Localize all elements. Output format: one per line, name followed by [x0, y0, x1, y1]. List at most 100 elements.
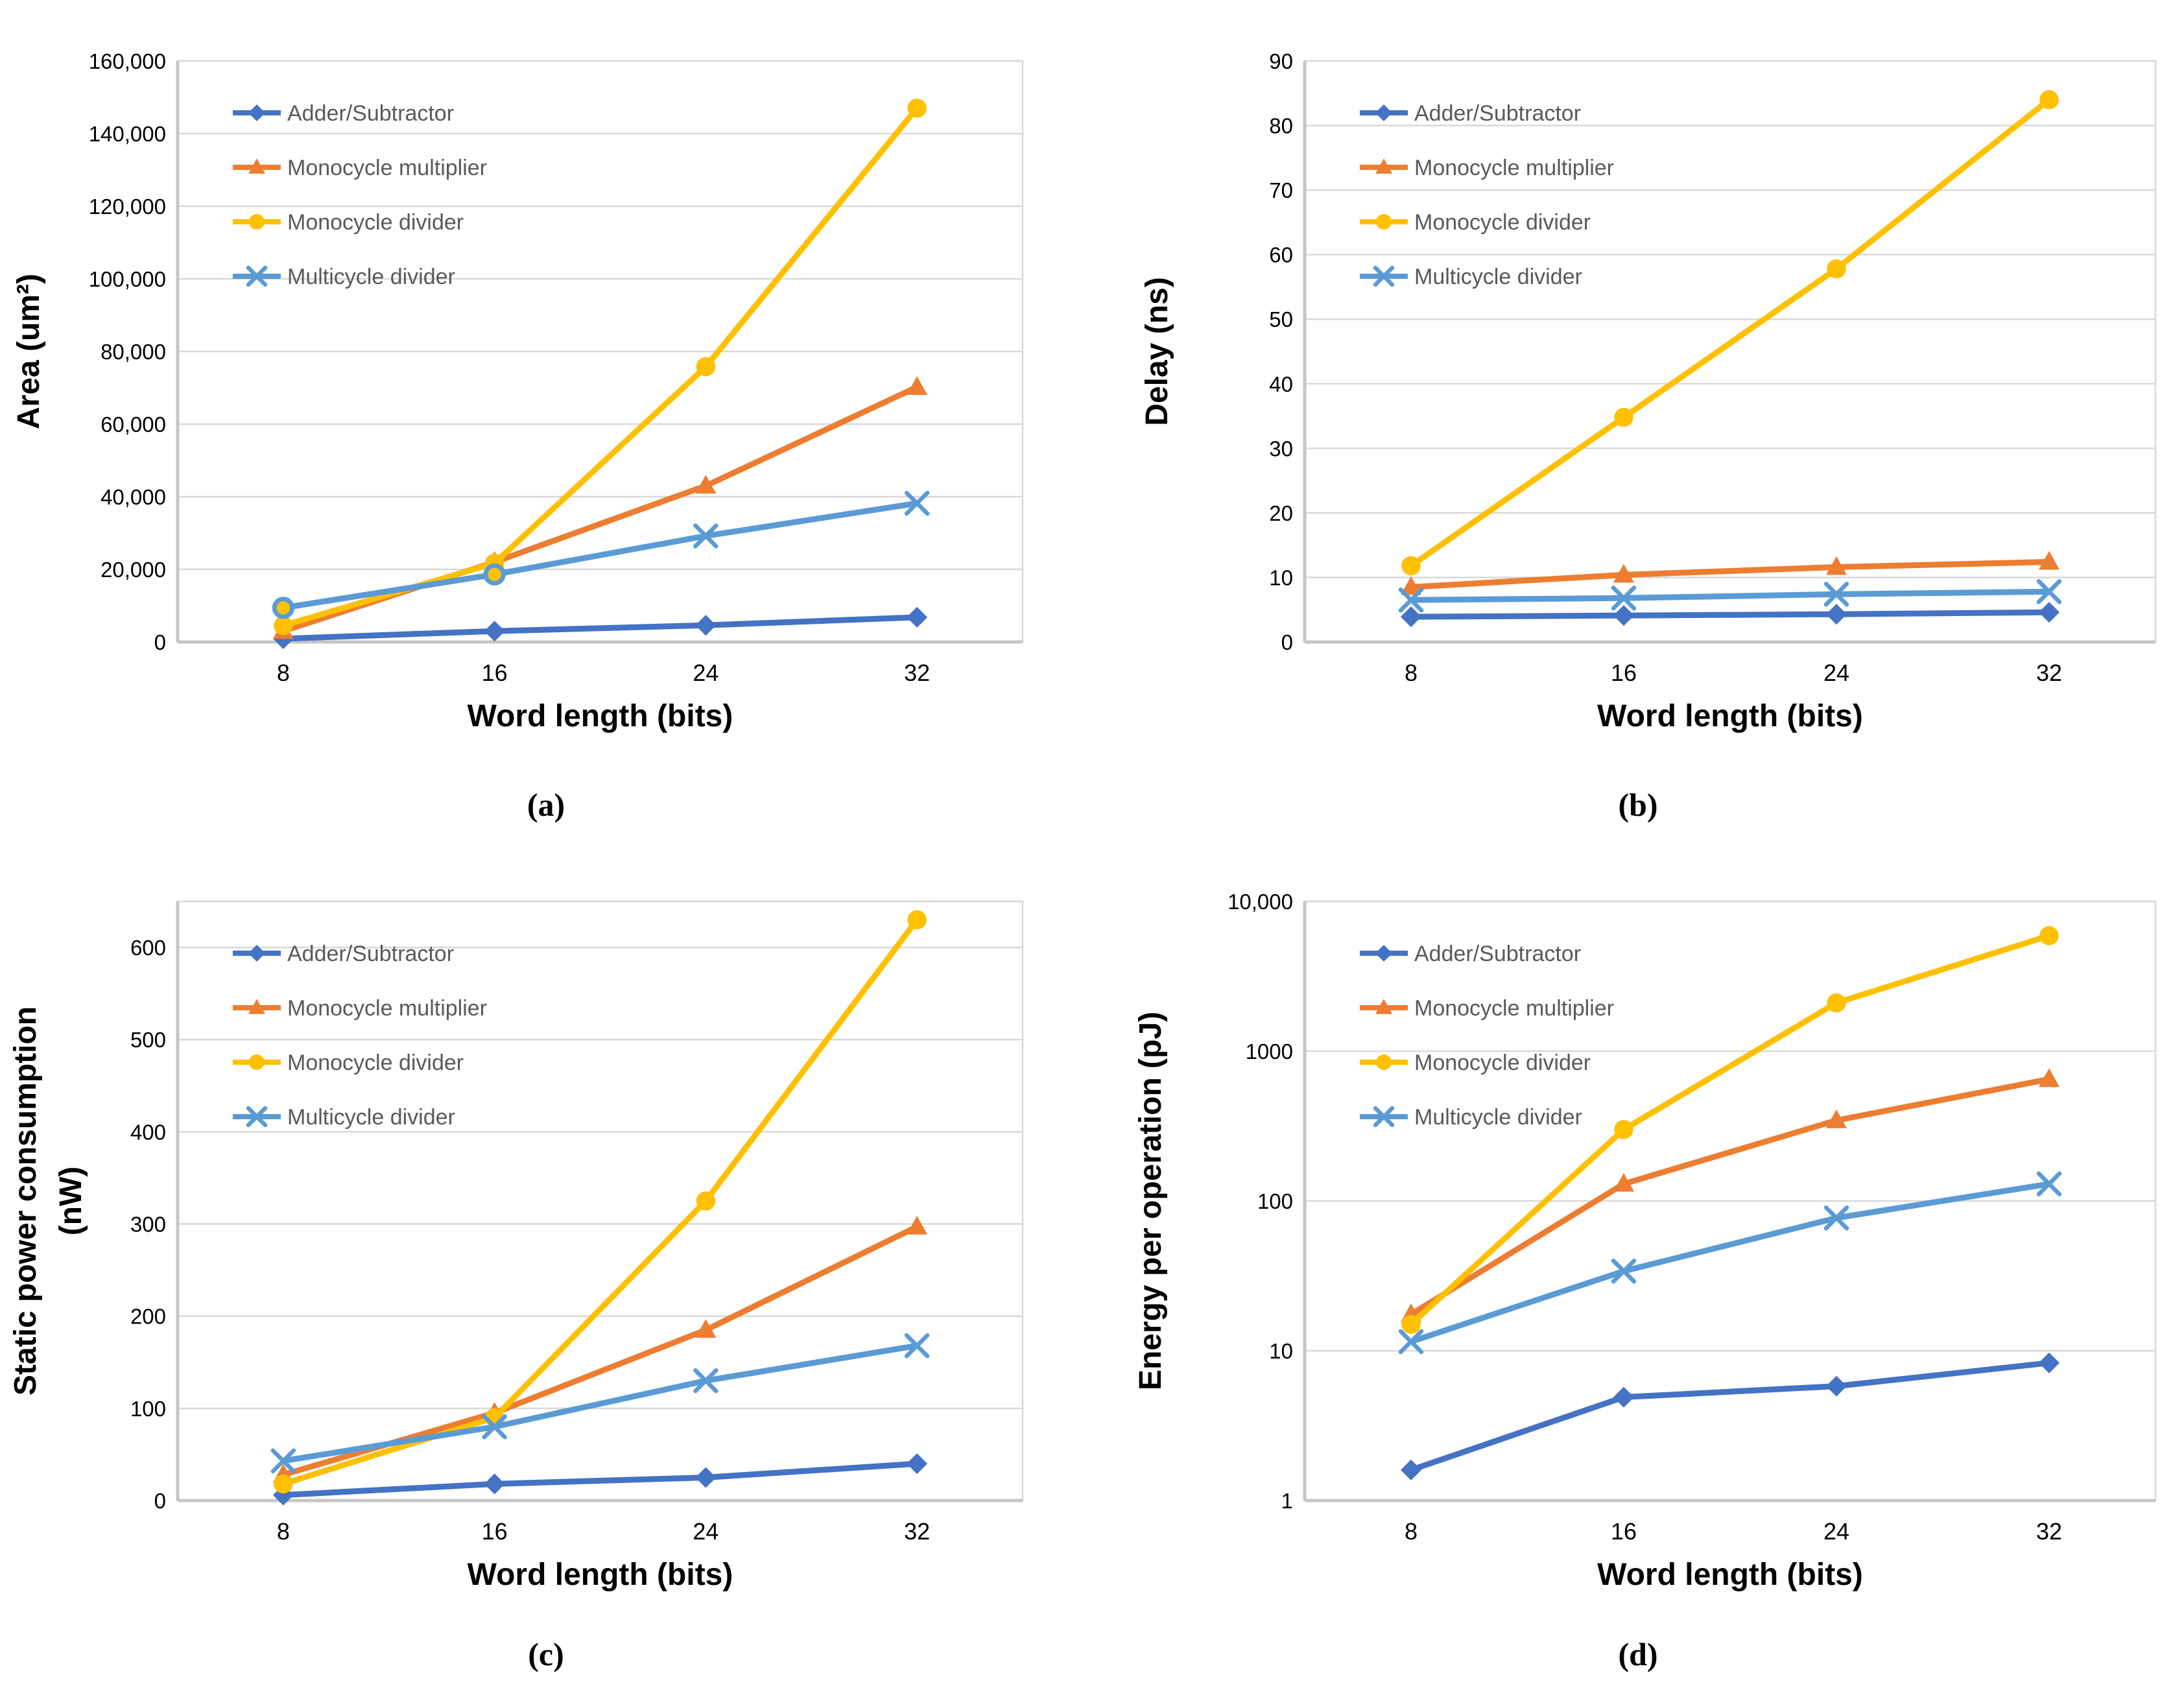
legend-item: Multicycle divider [1360, 265, 1582, 289]
y-tick-label: 60,000 [101, 412, 166, 436]
legend-label: Monocycle multiplier [287, 156, 487, 180]
circle-marker [1614, 407, 1633, 427]
diamond-marker [1401, 606, 1421, 628]
circle-marker [1614, 1120, 1633, 1139]
legend-label: Adder/Subtractor [1414, 101, 1581, 126]
x-tick-label: 24 [1823, 659, 1849, 686]
circle-marker [249, 214, 265, 230]
series-line [280, 1342, 920, 1464]
legend-item: Adder/Subtractor [1360, 942, 1581, 966]
series-line [1408, 559, 2052, 590]
y-tick-label: 140,000 [89, 122, 166, 146]
x-marker [1823, 582, 1849, 607]
panel-caption: (c) [528, 1636, 564, 1672]
y-tick-label: 0 [1281, 630, 1293, 654]
x-marker [2036, 1171, 2062, 1196]
x-tick-label: 32 [2036, 659, 2062, 686]
y-axis-title: Static power consumption [8, 1006, 43, 1395]
series-line [280, 1224, 920, 1478]
legend-label: Monocycle multiplier [287, 996, 487, 1021]
panel-d: 10,000 1000 100 10 1 8 16 24 32 Word length (bits… [1092, 843, 2184, 1686]
legend-item: Multicycle divider [1360, 1105, 1582, 1130]
x-tick-label: 24 [693, 659, 718, 686]
triangle-marker [695, 475, 717, 494]
x-marker [904, 490, 930, 516]
triangle-marker [695, 1319, 717, 1338]
y-tick-label: 600 [130, 936, 166, 960]
diamond-marker [2039, 1352, 2059, 1373]
legend-item: Monocycle divider [233, 1051, 464, 1075]
y-tick-label: 20 [1269, 501, 1293, 525]
y-tick-label: 90 [1269, 49, 1293, 73]
x-marker [2036, 579, 2062, 604]
x-marker [1373, 265, 1395, 287]
series-line [280, 614, 920, 642]
triangle-marker [1375, 158, 1392, 174]
circle-marker [907, 99, 927, 118]
x-tick-label: 16 [1611, 659, 1637, 686]
series-line [280, 500, 920, 611]
legend-item: Monocycle multiplier [233, 156, 487, 180]
triangle-marker [1613, 564, 1634, 583]
legend-label: Monocycle divider [1414, 210, 1591, 235]
y-axis-title: Area (um²) [12, 274, 46, 429]
x-tick-label: 24 [1823, 1518, 1849, 1545]
y-tick-label: 80,000 [101, 340, 166, 364]
x-marker [693, 523, 718, 549]
circle-marker [249, 1054, 265, 1070]
diamond-marker [248, 104, 265, 121]
legend-item: Multicycle divider [233, 1105, 455, 1130]
circle-marker [907, 910, 927, 930]
y-tick-label: 10 [1269, 1339, 1293, 1363]
y-tick-label: 10,000 [1228, 890, 1293, 914]
triangle-marker [248, 158, 265, 174]
x-tick-label: 16 [1611, 1518, 1637, 1545]
diamond-marker [1826, 604, 1847, 625]
x-axis-title: Word length (bits) [1597, 699, 1863, 733]
triangle-marker [1613, 1172, 1634, 1192]
triangle-marker [1401, 576, 1421, 595]
series-line [1408, 97, 2052, 569]
panel-caption: (a) [527, 787, 565, 823]
legend-label: Monocycle divider [287, 210, 464, 235]
panel-caption: (d) [1618, 1636, 1657, 1672]
circle-marker [274, 616, 293, 635]
energy-chart: 10,000 1000 100 10 1 8 16 24 32 Word length (bits… [1134, 890, 2157, 1672]
triangle-marker [1826, 556, 1847, 575]
x-marker [1373, 1106, 1395, 1128]
legend-label: Multicycle divider [1414, 265, 1582, 289]
diamond-marker [2039, 602, 2059, 623]
legend-item: Monocycle divider [1360, 210, 1591, 235]
diamond-marker [1826, 1375, 1847, 1397]
diamond-marker [1613, 605, 1634, 626]
circle-marker [274, 1474, 293, 1494]
y-tick-label: 0 [154, 1489, 166, 1513]
x-axis-title: Word length (bits) [1597, 1558, 1863, 1592]
triangle-marker [907, 376, 928, 395]
y-tick-label: 20,000 [101, 558, 166, 582]
circle-marker [2039, 926, 2059, 945]
triangle-marker [2039, 1068, 2059, 1087]
legend-label: Multicycle divider [287, 265, 455, 289]
diamond-marker [272, 1484, 294, 1506]
x-tick-label: 32 [904, 659, 930, 686]
triangle-marker [1375, 999, 1392, 1014]
x-marker [1611, 1258, 1637, 1284]
series-line [1408, 1360, 2052, 1473]
series-line [1408, 588, 2052, 603]
x-tick-label: 16 [482, 659, 508, 686]
plot-border [176, 900, 1024, 1502]
diamond-marker [907, 1453, 928, 1475]
legend-label: Multicycle divider [1414, 1105, 1582, 1130]
x-tick-label: 32 [904, 1518, 930, 1545]
legend-item: Monocycle multiplier [1360, 996, 1614, 1021]
series-line [280, 105, 920, 629]
legend-label: Monocycle divider [287, 1051, 464, 1075]
triangle-marker [907, 1216, 928, 1235]
x-marker [1611, 586, 1637, 611]
y-tick-label: 200 [130, 1305, 166, 1329]
y-tick-label: 300 [130, 1213, 166, 1237]
y-tick-label: 400 [130, 1120, 166, 1144]
legend-label: Adder/Subtractor [287, 942, 454, 966]
